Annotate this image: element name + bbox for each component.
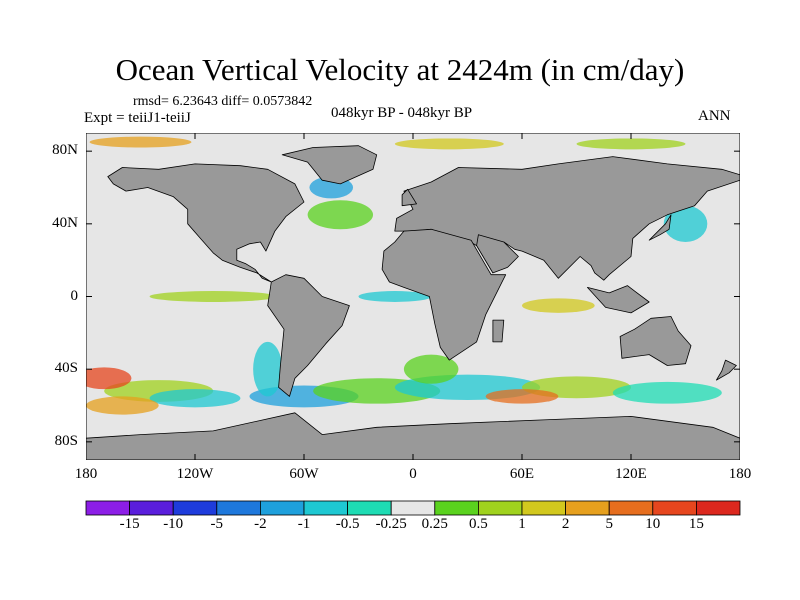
velocity-patch <box>86 367 132 390</box>
colorbar-label: -5 <box>210 516 224 532</box>
colorbar-swatch <box>477 500 523 516</box>
lat-label: 80S <box>54 432 78 449</box>
land-madagascar <box>492 319 505 343</box>
lat-label: 80N <box>52 142 78 159</box>
colorbar-swatch <box>390 500 436 516</box>
lon-label: 120E <box>615 466 647 482</box>
map-ticks <box>86 133 740 460</box>
lon-label: 180 <box>74 466 98 482</box>
velocity-patch <box>86 396 159 415</box>
land-arabia <box>476 234 519 274</box>
colorbar-label: -0.5 <box>335 516 360 532</box>
velocity-patch <box>149 389 241 408</box>
colorbar-label: -1 <box>297 516 311 532</box>
velocity-patch <box>253 341 283 397</box>
colorbar-swatch <box>521 500 566 516</box>
land-greenland <box>281 145 378 185</box>
colorbar-swatch <box>434 500 479 516</box>
colorbar-label: -10 <box>163 516 184 532</box>
velocity-patch <box>522 298 595 313</box>
land-indonesia <box>586 285 650 314</box>
lat-label: 40N <box>52 214 78 231</box>
velocity-patch <box>612 381 722 404</box>
colorbar-swatch <box>696 500 741 516</box>
velocity-patch <box>307 200 374 230</box>
colorbar-label: -0.25 <box>375 516 407 532</box>
lon-label: 0 <box>409 466 417 482</box>
velocity-patch <box>89 136 192 148</box>
land-australia <box>619 316 692 366</box>
colorbar-label: 1 <box>518 516 526 532</box>
colorbar-label: 10 <box>645 516 661 532</box>
lon-label: 180 <box>728 466 752 482</box>
colorbar-swatch <box>608 500 654 516</box>
colorbar-label: -2 <box>254 516 267 532</box>
lat-label: 40S <box>54 360 78 377</box>
velocity-patch <box>149 291 277 302</box>
land-japan <box>648 214 672 241</box>
velocity-patch <box>358 291 432 302</box>
land-uk <box>401 188 418 207</box>
lat-label: 0 <box>70 287 79 304</box>
colorbar-swatch <box>129 500 174 516</box>
colorbar-swatch <box>85 500 130 516</box>
colorbar-swatch <box>172 500 218 516</box>
period-label: 048kyr BP - 048kyr BP <box>331 105 473 121</box>
lon-label: 120W <box>176 466 214 482</box>
map-plot <box>86 133 740 460</box>
experiment-label: Expt = teiiJ1-teiiJ <box>84 110 191 126</box>
colorbar-swatch <box>347 500 392 516</box>
colorbar-label: -15 <box>119 516 140 532</box>
land-new-zealand <box>716 359 737 381</box>
chart-title: Ocean Vertical Velocity at 2424m (in cm/… <box>115 52 685 87</box>
land-south-america <box>267 274 350 397</box>
land-masses <box>86 145 740 460</box>
colorbar-swatch <box>303 500 348 516</box>
velocity-patch <box>485 389 559 404</box>
land-antarctica <box>86 412 740 460</box>
colorbar-label: 15 <box>688 516 704 532</box>
land-africa <box>381 228 507 361</box>
colorbar <box>85 500 741 516</box>
colorbar-label: 0.25 <box>421 516 448 532</box>
colorbar-swatch <box>259 500 305 516</box>
velocity-patch <box>576 138 686 150</box>
velocity-patch <box>403 354 459 384</box>
season-label: ANN <box>698 108 731 124</box>
lon-label: 60E <box>509 466 535 482</box>
velocity-bands <box>86 136 722 415</box>
land-north-america <box>107 163 305 283</box>
colorbar-swatch <box>565 500 610 516</box>
colorbar-swatch <box>652 500 697 516</box>
velocity-patch <box>663 205 708 242</box>
colorbar-label: 2 <box>561 516 570 532</box>
stats-text: rmsd= 6.23643 diff= 0.0573842 <box>133 94 313 109</box>
colorbar-swatch <box>216 500 261 516</box>
colorbar-label: 0.5 <box>469 516 488 532</box>
colorbar-label: 5 <box>605 516 613 532</box>
lon-label: 60W <box>289 466 319 482</box>
velocity-patch <box>394 138 504 150</box>
